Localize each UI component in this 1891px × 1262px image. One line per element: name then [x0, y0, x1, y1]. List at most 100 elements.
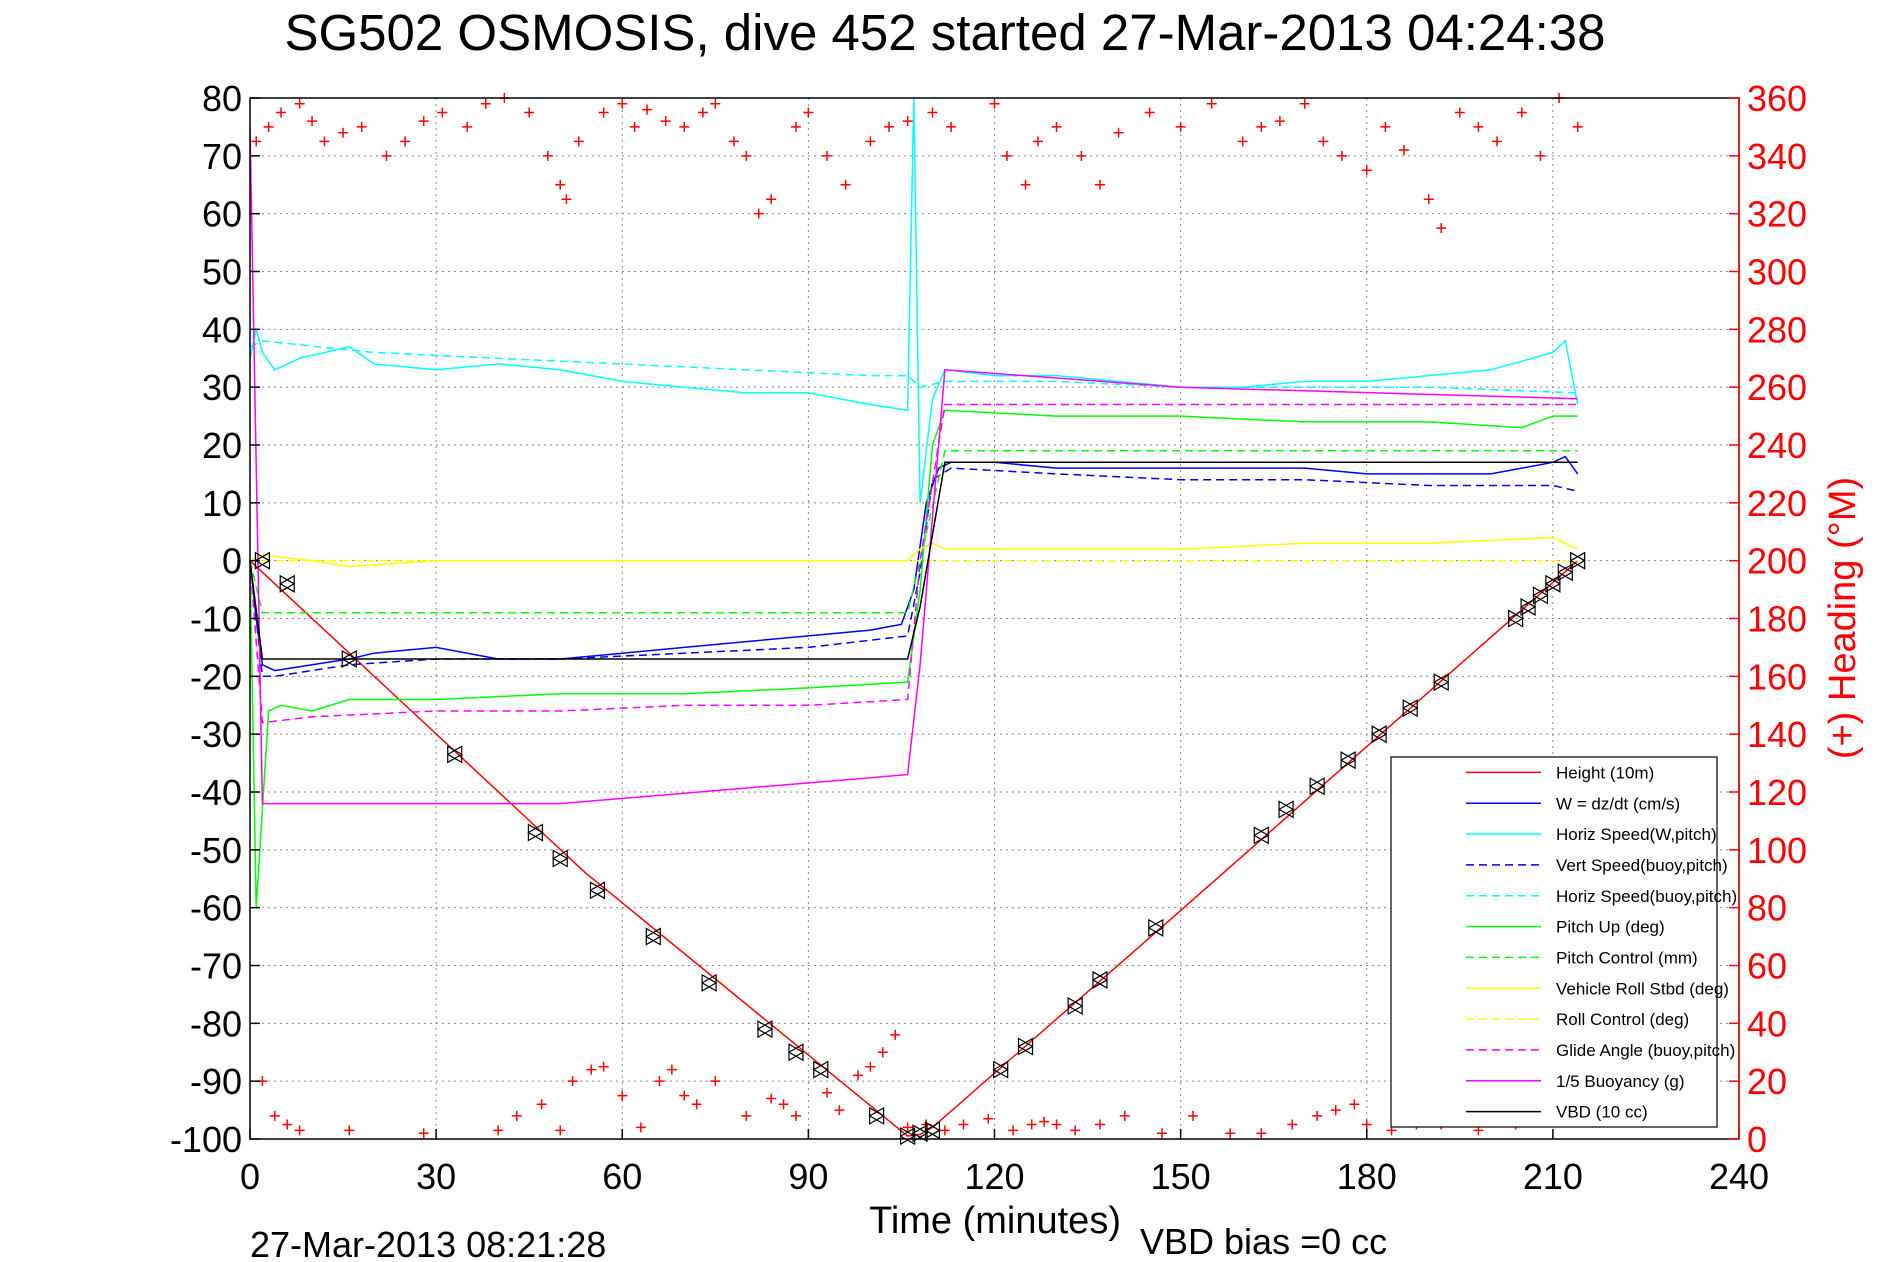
heading-marker	[1256, 1128, 1267, 1139]
heading-marker	[1287, 1119, 1298, 1130]
legend-label: Horiz Speed(buoy,pitch)	[1556, 887, 1737, 906]
legend-label: Glide Angle (buoy,pitch)	[1556, 1041, 1735, 1060]
series-line-10	[249, 126, 1578, 805]
y-tick-label: -10	[190, 599, 242, 640]
heading-marker	[1225, 1128, 1236, 1139]
legend-label: 1/5 Buoyancy (g)	[1556, 1072, 1685, 1091]
heading-marker	[1473, 121, 1484, 132]
depth-marker	[551, 849, 569, 868]
depth-marker	[1017, 1037, 1034, 1056]
heading-marker	[276, 107, 287, 118]
heading-marker	[1318, 136, 1329, 147]
heading-marker	[307, 116, 318, 127]
heading-marker	[865, 136, 876, 147]
heading-marker	[319, 136, 330, 147]
heading-marker	[598, 1061, 609, 1072]
depth-marker	[1519, 597, 1537, 616]
heading-marker	[877, 1047, 888, 1058]
y-tick-label: -60	[190, 888, 242, 929]
heading-marker	[536, 1099, 547, 1110]
y-tick-label: 10	[202, 483, 242, 524]
heading-marker	[1361, 165, 1372, 176]
heading-marker	[766, 1093, 777, 1104]
heading-marker	[1572, 121, 1583, 132]
heading-marker	[282, 1119, 293, 1130]
heading-marker	[269, 1110, 280, 1121]
heading-marker	[1398, 145, 1409, 156]
heading-marker	[790, 121, 801, 132]
depth-marker	[1401, 699, 1419, 718]
heading-marker	[766, 194, 777, 205]
legend-label: Pitch Up (deg)	[1556, 918, 1665, 937]
depth-marker	[1253, 826, 1270, 845]
depth-marker	[700, 973, 718, 992]
y-axis-ticks: 80 70 60 50 40 30 20 10 0 -10 -20 -30 -40 -50 -60 -70 -8…	[170, 78, 260, 1160]
depth-marker	[899, 1127, 916, 1146]
heading-marker	[561, 194, 572, 205]
legend-label: Roll Control (deg)	[1556, 1010, 1689, 1029]
heading-marker	[629, 121, 640, 132]
heading-marker	[635, 1122, 646, 1133]
right-y-axis-label: (+) Heading (°M)	[1822, 477, 1864, 759]
heading-marker	[294, 98, 305, 109]
right-y-tick-label: 220	[1747, 483, 1807, 524]
y-tick-label: -100	[170, 1119, 242, 1160]
heading-marker	[939, 1125, 950, 1136]
heading-marker	[1206, 98, 1217, 109]
heading-marker	[679, 121, 690, 132]
heading-marker	[338, 127, 349, 138]
heading-marker	[834, 1105, 845, 1116]
heading-marker	[1312, 1110, 1323, 1121]
heading-marker	[1188, 1110, 1199, 1121]
heading-marker	[1330, 1105, 1341, 1116]
legend-label: W = dz/dt (cm/s)	[1556, 794, 1680, 813]
heading-marker	[1032, 136, 1043, 147]
footer-timestamp: 27-Mar-2013 08:21:28	[250, 1224, 606, 1262]
heading-marker	[1113, 127, 1124, 138]
heading-marker	[573, 136, 584, 147]
y-tick-label: -20	[190, 656, 242, 697]
heading-marker	[741, 150, 752, 161]
y-tick-label: -40	[190, 772, 242, 813]
heading-marker	[741, 1110, 752, 1121]
series-line-3	[249, 467, 1578, 678]
heading-marker	[1039, 1116, 1050, 1127]
depth-marker	[1066, 996, 1084, 1016]
depth-marker	[527, 823, 544, 842]
heading-marker	[884, 121, 895, 132]
x-tick-label: 90	[788, 1156, 828, 1197]
right-y-tick-label: 360	[1747, 78, 1807, 119]
x-tick-label: 60	[602, 1156, 642, 1197]
right-y-tick-label: 120	[1747, 772, 1807, 813]
heading-marker	[1380, 121, 1391, 132]
heading-marker	[710, 1076, 721, 1087]
x-tick-label: 150	[1151, 1156, 1211, 1197]
heading-marker	[666, 1064, 677, 1075]
heading-marker	[524, 107, 535, 118]
heading-marker	[853, 1070, 864, 1081]
legend-label: VBD (10 cc)	[1556, 1103, 1648, 1122]
x-tick-label: 180	[1337, 1156, 1397, 1197]
heading-marker	[778, 1099, 789, 1110]
series-line-0	[249, 560, 1579, 1137]
heading-marker	[1516, 107, 1527, 118]
x-tick-label: 120	[964, 1156, 1024, 1197]
depth-marker	[1277, 800, 1295, 819]
depth-marker	[756, 1020, 774, 1039]
heading-marker	[1256, 121, 1267, 132]
heading-marker	[946, 121, 957, 132]
right-y-tick-label: 0	[1747, 1119, 1767, 1160]
heading-marker	[821, 1087, 832, 1098]
heading-marker	[542, 150, 553, 161]
heading-marker	[381, 150, 392, 161]
legend-box	[1390, 756, 1718, 1128]
x-axis-label: Time (minutes)	[869, 1200, 1121, 1242]
heading-marker	[418, 116, 429, 127]
right-y-tick-label: 140	[1747, 714, 1807, 755]
depth-marker	[1507, 609, 1524, 628]
series-line-9	[249, 403, 1578, 724]
heading-marker	[567, 1076, 578, 1087]
heading-marker	[1020, 179, 1031, 190]
right-y-tick-label: 320	[1747, 194, 1807, 235]
